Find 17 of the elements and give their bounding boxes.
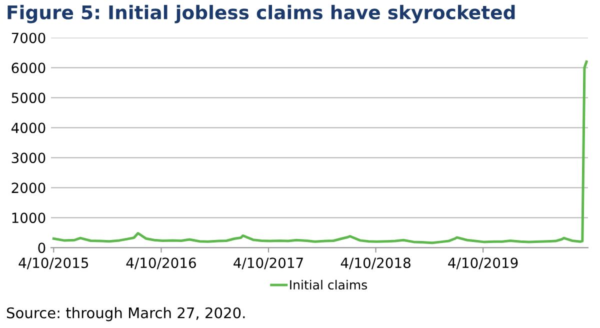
y-tick-label: 4000 <box>11 122 46 134</box>
x-tick-label: 4/10/2017 <box>234 258 303 270</box>
y-tick-label: 2000 <box>12 182 46 194</box>
x-tick-label: 4/10/2019 <box>448 258 518 270</box>
y-tick-label: 6000 <box>12 62 46 74</box>
x-tick-label: 4/10/2018 <box>340 258 410 270</box>
y-tick-label: 5000 <box>12 92 46 104</box>
x-tick-label: 4/10/2015 <box>18 258 88 270</box>
y-tick-label: 3000 <box>12 152 46 164</box>
chart-title: Figure 5: Initial jobless claims have skyrocketed <box>8 4 515 24</box>
source-note: Source: through March 27, 2020. <box>6 307 245 322</box>
y-tick-label: 1000 <box>12 212 46 224</box>
y-tick-label: 7000 <box>12 32 46 44</box>
legend-label: Initial claims <box>290 280 368 290</box>
line-series <box>52 60 588 244</box>
y-tick-label: 0 <box>38 242 46 254</box>
x-tick-label: 4/10/2016 <box>126 258 196 270</box>
